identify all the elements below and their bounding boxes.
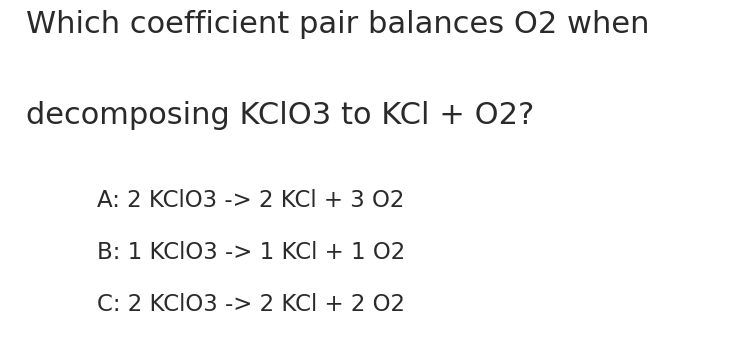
Text: B: 1 KClO3 -> 1 KCl + 1 O2: B: 1 KClO3 -> 1 KCl + 1 O2	[97, 241, 405, 264]
Text: C: 2 KClO3 -> 2 KCl + 2 O2: C: 2 KClO3 -> 2 KCl + 2 O2	[97, 293, 405, 316]
Text: Which coefficient pair balances O2 when: Which coefficient pair balances O2 when	[26, 10, 650, 39]
Text: A: 2 KClO3 -> 2 KCl + 3 O2: A: 2 KClO3 -> 2 KCl + 3 O2	[97, 189, 405, 212]
Text: decomposing KClO3 to KCl + O2?: decomposing KClO3 to KCl + O2?	[26, 101, 534, 130]
